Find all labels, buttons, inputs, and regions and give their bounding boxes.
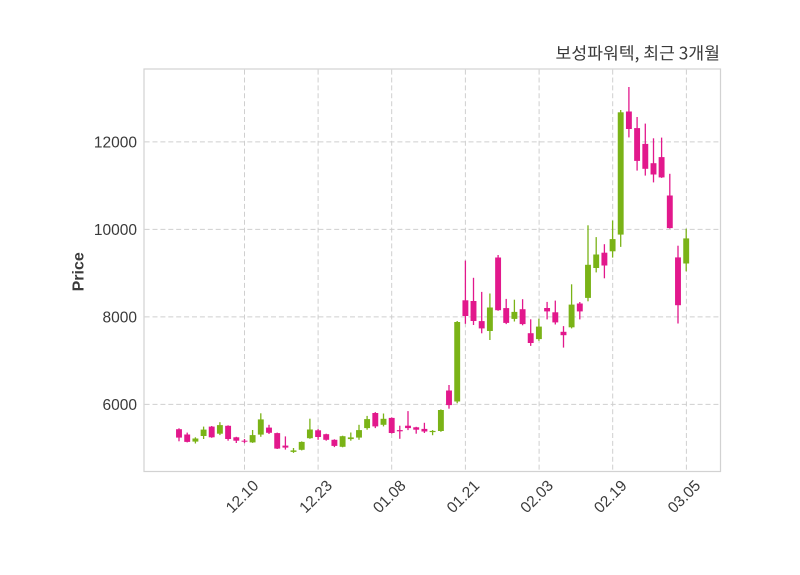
svg-text:6000: 6000	[103, 397, 138, 414]
svg-text:Price: Price	[71, 252, 88, 291]
svg-text:10000: 10000	[94, 222, 137, 239]
svg-text:12000: 12000	[94, 134, 137, 151]
svg-text:8000: 8000	[103, 309, 138, 326]
